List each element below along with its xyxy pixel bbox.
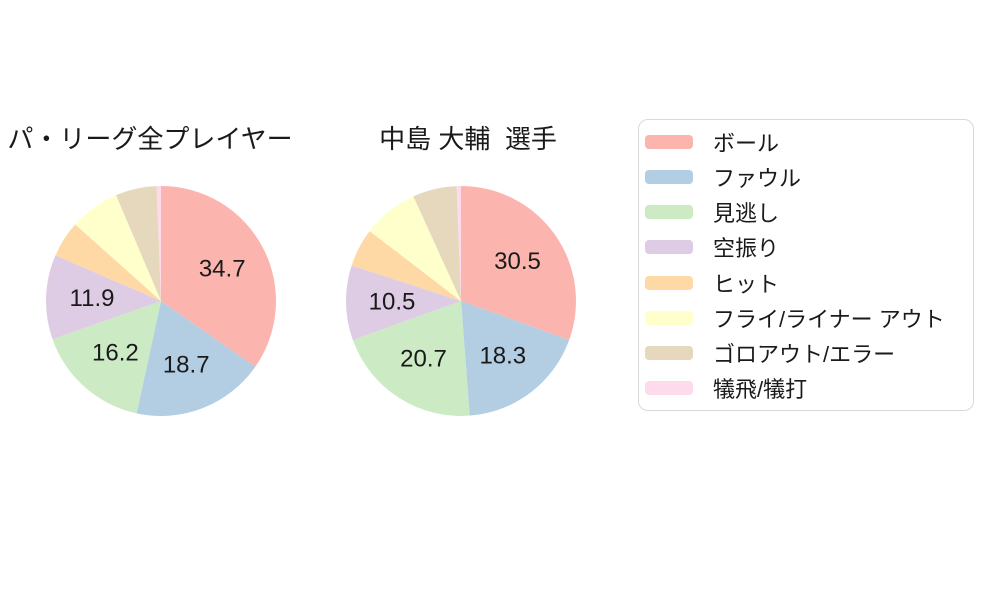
legend-item-hit: ヒット (645, 265, 963, 300)
pie-value-label-3: 11.9 (70, 285, 115, 312)
legend-item-fly-liner-out: フライ/ライナー アウト (645, 300, 963, 335)
pie-chart-player-nakajima: 30.5 18.3 20.7 10.5 (346, 186, 576, 416)
pie-value-label-2: 16.2 (92, 339, 139, 366)
pie-slice-2 (52, 301, 162, 414)
pie-value-label-3: 10.5 (369, 289, 416, 316)
legend-label-foul: ファウル (713, 165, 802, 191)
legend-label-hit: ヒット (713, 271, 780, 297)
pie-value-label-0: 30.5 (494, 248, 541, 275)
legend-label-called-strike: 見逃し (713, 201, 780, 227)
left-pie-title: パ・リーグ全プレイヤー (7, 124, 293, 154)
pie-value-label-2: 20.7 (400, 345, 447, 372)
pie-slice-7 (456, 186, 461, 301)
legend-label-fly-liner-out: フライ/ライナー アウト (713, 306, 945, 332)
legend-item-groundout-error: ゴロアウト/エラー (645, 336, 963, 371)
legend-label-ball: ボール (713, 130, 780, 156)
pie-slice-2 (352, 301, 470, 416)
legend-box: ボール ファウル 見逃し 空振り ヒット フライ/ライナー アウト ゴロアウト/… (638, 119, 974, 411)
legend-item-swinging-strike: 空振り (645, 230, 963, 265)
pie-slice-6 (115, 186, 161, 301)
pie-value-label-0: 34.7 (199, 256, 246, 283)
legend-swatch-ball (645, 134, 693, 149)
pie-chart-league-all-players: 34.7 18.7 16.2 11.9 (46, 186, 276, 417)
legend-label-sacrifice: 犠飛/犠打 (713, 377, 808, 403)
pie-slice-4 (351, 231, 461, 301)
pie-svg: 30.5 18.3 20.7 10.5 (346, 186, 576, 416)
legend-item-sacrifice: 犠飛/犠打 (645, 371, 963, 406)
pie-slice-6 (413, 186, 461, 301)
legend-swatch-swinging-strike (645, 240, 693, 255)
pie-slice-0 (461, 186, 576, 340)
legend-label-swinging-strike: 空振り (713, 236, 780, 262)
right-pie-title: 中島 大輔 選手 (379, 124, 557, 154)
pie-slice-4 (55, 224, 161, 301)
legend-swatch-sacrifice (645, 381, 693, 396)
pie-svg: 34.7 18.7 16.2 11.9 (46, 186, 276, 417)
pie-slice-1 (461, 301, 570, 416)
pie-value-label-1: 18.7 (163, 352, 210, 379)
legend-item-ball: ボール (645, 124, 963, 159)
legend-item-called-strike: 見逃し (645, 195, 963, 230)
pie-slice-0 (161, 186, 276, 367)
legend-swatch-hit (645, 275, 693, 290)
pie-slice-3 (346, 265, 461, 340)
legend-swatch-called-strike (645, 205, 693, 220)
pie-value-label-1: 18.3 (479, 342, 526, 369)
pie-slice-1 (136, 301, 256, 417)
legend-swatch-fly-liner-out (645, 310, 693, 325)
pie-slice-7 (156, 186, 161, 301)
pie-slice-5 (75, 195, 161, 301)
legend-item-foul: ファウル (645, 159, 963, 194)
legend-label-groundout-error: ゴロアウト/エラー (713, 342, 896, 368)
legend-swatch-foul (645, 169, 693, 184)
pie-slice-3 (46, 255, 162, 340)
legend-swatch-groundout-error (645, 346, 693, 361)
pie-slice-5 (369, 196, 461, 301)
